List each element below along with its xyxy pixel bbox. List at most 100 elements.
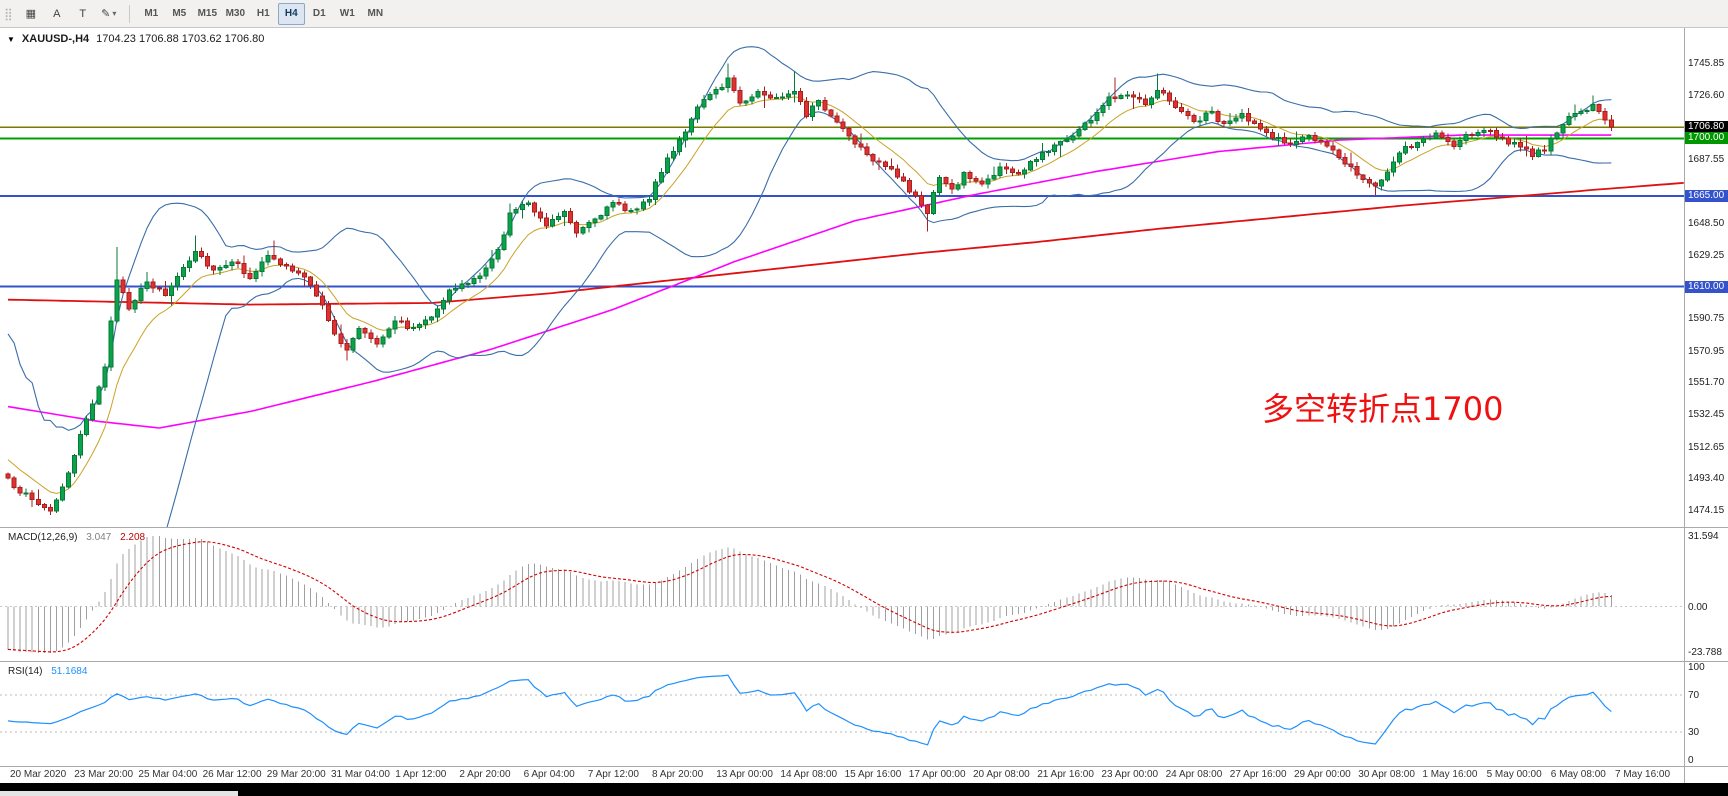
time-axis-label: 6 May 08:00 [1550, 769, 1606, 780]
time-axis-label: 20 Apr 08:00 [973, 769, 1030, 780]
time-axis-label: 6 Apr 04:00 [523, 769, 575, 780]
ma-red-line [7, 182, 1684, 306]
level-price-box: 1700.00 [1685, 132, 1728, 145]
price-tick-label: 1629.25 [1688, 249, 1725, 261]
toolbar-separator [128, 4, 130, 23]
level-price-box: 1665.00 [1685, 190, 1728, 202]
macd-signal-line [7, 541, 1612, 653]
price-tick-label: 1648.50 [1688, 218, 1725, 230]
macd-signal-value: 2.208 [120, 532, 146, 543]
macd-main-value: 3.047 [86, 532, 112, 543]
candle-wicks-up [25, 63, 1594, 514]
rsi-label: RSI(14) 51.1684 [8, 666, 87, 677]
price-tick-label: 1474.15 [1688, 505, 1725, 516]
time-axis-label: 30 Apr 08:00 [1358, 769, 1415, 780]
time-axis-label: 27 Apr 16:00 [1229, 769, 1287, 780]
price-tick-label: 1551.70 [1688, 377, 1725, 389]
price-tick-label: 1687.55 [1688, 153, 1725, 165]
chart-grid-button[interactable]: ▦ [25, 8, 36, 20]
time-axis-label: 29 Mar 20:00 [266, 769, 326, 780]
price-axis-divider [1684, 28, 1685, 783]
pane-divider-time-axis [0, 766, 1728, 767]
rsi-scale-label: 0 [1688, 755, 1694, 766]
timeframe-group: M1 M5 M15 M30 H1 H4 D1 W1 MN [138, 2, 389, 25]
ma-fast-line [7, 96, 1612, 494]
macd-scale-top: 31.594 [1688, 531, 1719, 542]
pane-divider-macd[interactable] [0, 527, 1728, 528]
price-tick-label: 1745.85 [1688, 58, 1725, 69]
time-axis-label: 26 Mar 12:00 [202, 769, 262, 780]
time-axis-label: 15 Apr 16:00 [844, 769, 902, 780]
time-axis-label: 8 Apr 20:00 [652, 769, 704, 780]
bottom-light-strip [0, 791, 238, 796]
time-axis-label: 23 Mar 20:00 [74, 769, 134, 780]
time-axis-label: 2 Apr 20:00 [459, 769, 511, 780]
bollinger-lower-band [74, 111, 1612, 527]
time-axis-label: 5 May 00:00 [1486, 769, 1542, 780]
timeframe-W1-button[interactable]: W1 [339, 8, 355, 19]
time-axis-label: 14 Apr 08:00 [780, 769, 838, 780]
time-axis-label: 7 Apr 12:00 [587, 769, 639, 780]
time-axis-label: 21 Apr 16:00 [1037, 769, 1094, 780]
annotation-text[interactable]: 多空转折点1700 [1262, 390, 1504, 428]
time-axis-label: 23 Apr 00:00 [1101, 769, 1159, 780]
rsi-value: 51.1684 [51, 666, 88, 677]
time-axis-label: 13 Apr 00:00 [716, 769, 773, 780]
toolbar-grip-handle[interactable]: ⣿ [4, 6, 13, 21]
rsi-scale-label: 30 [1688, 727, 1700, 739]
timeframe-M30-button[interactable]: M30 [225, 8, 246, 19]
candle-wicks-down [7, 74, 1612, 516]
ma-magenta-line [7, 134, 1612, 429]
time-axis-label: 29 Apr 00:00 [1294, 769, 1351, 780]
timeframe-H1-button[interactable]: H1 [256, 8, 270, 19]
macd-label: MACD(12,26,9) 3.047 2.208 [8, 532, 145, 543]
draw-tool-button[interactable]: ✎ ▾ [97, 3, 121, 25]
price-tick-label: 1726.60 [1688, 89, 1725, 101]
timeframe-MN-button[interactable]: MN [367, 8, 384, 19]
timeframe-M1-button[interactable]: M1 [144, 8, 159, 19]
time-axis-label: 20 Mar 2020 [10, 769, 67, 780]
macd-indicator-pane[interactable] [0, 528, 1684, 661]
rsi-scale-label: 100 [1688, 662, 1705, 673]
time-axis-label: 24 Apr 08:00 [1165, 769, 1223, 780]
current-price-box: 1706.80 [1685, 121, 1728, 134]
time-axis-label: 17 Apr 00:00 [908, 769, 966, 780]
time-axis-label: 1 Apr 12:00 [395, 769, 447, 780]
candle-bodies-down [5, 77, 1614, 512]
chevron-down-icon: ▾ [112, 9, 117, 18]
price-tick-label: 1532.45 [1688, 409, 1725, 421]
candle-bodies-up [23, 77, 1596, 512]
text-tool-button[interactable]: A [53, 7, 61, 20]
chart-ohlc-values: 1704.23 1706.88 1703.62 1706.80 [96, 33, 265, 45]
macd-scale-zero: 0.00 [1688, 601, 1708, 613]
price-tick-label: 1590.75 [1688, 313, 1725, 325]
pencil-icon: ✎ [101, 8, 111, 20]
bollinger-upper-band [7, 46, 1612, 431]
chart-menu-icon[interactable]: ▼ [7, 34, 15, 44]
rsi-name: RSI(14) [8, 666, 43, 677]
time-axis-label: 25 Mar 04:00 [138, 769, 198, 780]
toolbar: ⣿ ▦ A T ✎ ▾ M1 M5 M15 M30 H1 H4 D1 W1 MN [0, 0, 1728, 28]
rsi-scale-label: 70 [1688, 689, 1700, 701]
macd-scale-bottom: -23.788 [1688, 647, 1722, 658]
shapes-tool-button[interactable]: T [79, 7, 87, 20]
time-axis-label: 7 May 16:00 [1615, 769, 1671, 780]
price-tick-label: 1493.40 [1688, 473, 1725, 485]
timeframe-M5-button[interactable]: M5 [172, 8, 187, 19]
level-price-box: 1610.00 [1685, 280, 1728, 293]
chart-title: ▼ XAUUSD-,H4 1704.23 1706.88 1703.62 170… [7, 33, 264, 45]
price-tick-label: 1570.95 [1688, 345, 1725, 357]
rsi-line [7, 674, 1612, 746]
price-tick-label: 1512.65 [1688, 441, 1725, 453]
pane-divider-rsi[interactable] [0, 661, 1728, 662]
macd-name: MACD(12,26,9) [8, 532, 78, 543]
chart-symbol-label: XAUUSD-,H4 [21, 33, 90, 45]
time-axis-label: 1 May 16:00 [1422, 769, 1478, 780]
timeframe-D1-button[interactable]: D1 [312, 8, 326, 19]
time-axis-label: 31 Mar 04:00 [331, 769, 390, 780]
timeframe-M15-button[interactable]: M15 [197, 8, 218, 19]
bottom-black-bar [0, 783, 1728, 796]
main-price-chart[interactable] [0, 28, 1684, 527]
rsi-indicator-pane[interactable] [0, 662, 1684, 766]
timeframe-H4-button[interactable]: H4 [277, 2, 305, 25]
